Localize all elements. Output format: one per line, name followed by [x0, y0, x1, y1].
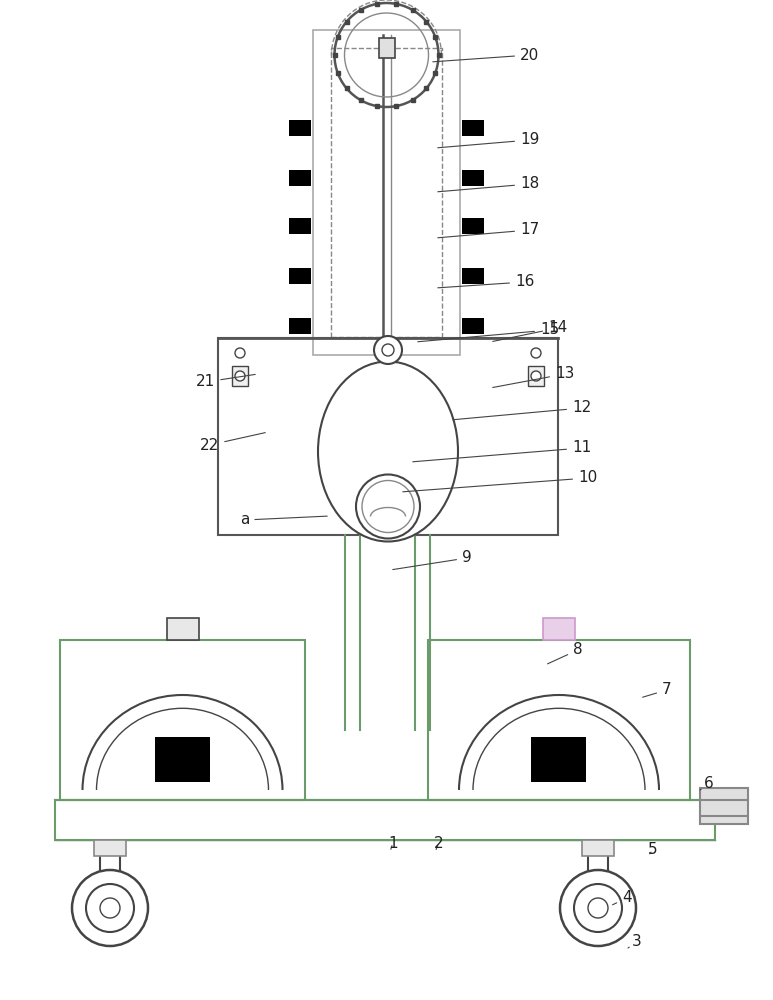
- Text: 6: 6: [700, 776, 713, 792]
- Circle shape: [560, 870, 636, 946]
- Text: 4: 4: [612, 890, 632, 906]
- Text: 9: 9: [393, 550, 472, 570]
- Text: 21: 21: [196, 374, 255, 389]
- Circle shape: [588, 898, 608, 918]
- Bar: [428, 640, 690, 800]
- Bar: [55, 800, 715, 840]
- Text: 20: 20: [433, 47, 540, 62]
- Text: 3: 3: [628, 934, 642, 950]
- Bar: [582, 840, 614, 856]
- Bar: [232, 366, 248, 386]
- Text: 13: 13: [492, 366, 574, 387]
- Bar: [289, 218, 311, 234]
- Circle shape: [531, 371, 541, 381]
- Text: 8: 8: [547, 643, 583, 664]
- Text: 14: 14: [492, 320, 567, 341]
- Text: 12: 12: [453, 400, 591, 420]
- Bar: [543, 618, 575, 640]
- Bar: [462, 268, 484, 284]
- Bar: [331, 48, 442, 337]
- Text: 1: 1: [388, 836, 397, 850]
- Text: 22: 22: [200, 433, 265, 452]
- Bar: [462, 170, 484, 186]
- Bar: [462, 318, 484, 334]
- Bar: [462, 120, 484, 136]
- Bar: [462, 218, 484, 234]
- Circle shape: [356, 475, 420, 538]
- Text: 19: 19: [438, 132, 540, 148]
- Bar: [289, 268, 311, 284]
- Text: a: a: [240, 512, 327, 528]
- Circle shape: [574, 884, 622, 932]
- Circle shape: [100, 898, 120, 918]
- Text: 16: 16: [438, 274, 534, 290]
- Bar: [700, 788, 748, 824]
- Ellipse shape: [318, 361, 458, 542]
- Circle shape: [362, 481, 414, 532]
- Circle shape: [86, 884, 134, 932]
- Circle shape: [235, 371, 245, 381]
- Bar: [531, 737, 586, 782]
- Bar: [379, 38, 394, 58]
- Bar: [289, 170, 311, 186]
- Text: 5: 5: [648, 842, 658, 857]
- Bar: [218, 338, 558, 535]
- Text: 7: 7: [642, 682, 672, 698]
- Text: 2: 2: [434, 836, 444, 850]
- Text: 18: 18: [438, 176, 540, 192]
- Text: 17: 17: [438, 223, 540, 238]
- Bar: [155, 737, 209, 782]
- Circle shape: [72, 870, 148, 946]
- Bar: [60, 640, 305, 800]
- Bar: [289, 120, 311, 136]
- Bar: [313, 30, 460, 355]
- Circle shape: [382, 344, 394, 356]
- Circle shape: [374, 336, 402, 364]
- Bar: [528, 366, 544, 386]
- Circle shape: [531, 348, 541, 358]
- Bar: [166, 618, 199, 640]
- Text: 15: 15: [417, 322, 559, 342]
- Circle shape: [235, 348, 245, 358]
- Text: 10: 10: [403, 471, 598, 492]
- Bar: [94, 840, 126, 856]
- Bar: [289, 318, 311, 334]
- Text: 11: 11: [413, 440, 591, 462]
